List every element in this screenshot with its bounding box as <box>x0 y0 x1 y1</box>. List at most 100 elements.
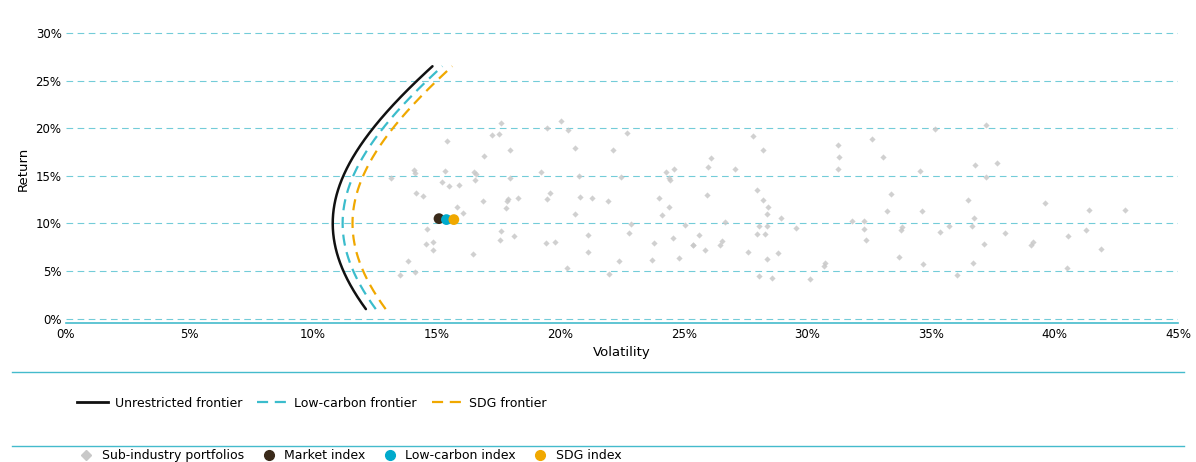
Point <box>423 238 443 246</box>
Point <box>464 168 483 176</box>
Point <box>444 216 463 223</box>
Point <box>501 147 520 154</box>
Point <box>579 232 598 239</box>
Point <box>771 214 791 222</box>
Point <box>657 168 676 176</box>
Point <box>617 130 636 137</box>
Point <box>438 138 457 145</box>
Point <box>939 222 958 230</box>
Point <box>557 264 576 272</box>
Point <box>566 145 585 152</box>
Point <box>753 146 773 153</box>
Point <box>697 192 716 199</box>
Point <box>854 225 873 232</box>
Point <box>757 223 776 230</box>
Point <box>698 163 718 170</box>
Point <box>843 218 862 225</box>
Point <box>474 197 493 204</box>
Point <box>862 136 881 143</box>
Point <box>1076 226 1096 233</box>
Point <box>665 166 684 173</box>
Point <box>464 251 483 258</box>
Point <box>877 208 896 215</box>
Point <box>977 174 996 181</box>
Point <box>432 178 451 186</box>
Point <box>816 259 835 267</box>
Point <box>881 190 901 197</box>
Point <box>689 231 708 238</box>
Point <box>490 130 509 137</box>
Point <box>492 120 511 127</box>
Point <box>964 259 983 267</box>
Point <box>670 255 689 262</box>
Point <box>1091 245 1110 253</box>
Point <box>417 225 437 233</box>
Point <box>958 196 977 204</box>
Point <box>748 186 767 194</box>
Point <box>551 117 570 125</box>
Point <box>483 132 502 139</box>
Point <box>642 256 661 264</box>
Point <box>768 249 787 256</box>
Point <box>713 237 732 245</box>
Point <box>676 221 695 229</box>
Point <box>414 192 433 200</box>
Point <box>453 209 472 217</box>
Point <box>466 170 486 178</box>
Point <box>537 124 556 132</box>
Point <box>814 262 834 270</box>
Point <box>398 257 417 265</box>
Point <box>404 166 423 173</box>
Point <box>545 238 565 245</box>
Point <box>890 253 909 261</box>
Point <box>684 241 703 248</box>
Point <box>659 203 678 211</box>
Point <box>975 240 994 247</box>
Point <box>622 220 641 228</box>
Point <box>417 240 437 248</box>
Point <box>1080 207 1099 214</box>
Point <box>429 215 448 222</box>
Point <box>405 170 425 177</box>
Point <box>947 271 966 278</box>
Point <box>496 205 515 212</box>
Point <box>653 211 672 218</box>
Point <box>611 173 630 180</box>
Point <box>995 229 1014 237</box>
Point <box>660 177 679 184</box>
Point <box>499 195 518 203</box>
Point <box>873 153 892 161</box>
Point <box>695 247 714 254</box>
Point <box>536 239 555 247</box>
Point <box>726 165 745 172</box>
Point <box>787 225 806 232</box>
Point <box>756 230 775 237</box>
Point <box>604 146 623 153</box>
Point <box>582 194 602 201</box>
Point <box>911 167 930 175</box>
Point <box>926 125 945 133</box>
Y-axis label: Return: Return <box>17 146 30 191</box>
Point <box>964 214 983 221</box>
Point <box>962 222 981 230</box>
Point <box>988 159 1007 166</box>
Point <box>664 235 683 242</box>
Point <box>892 223 911 231</box>
Point <box>382 174 401 182</box>
Point <box>390 272 409 279</box>
Point <box>758 203 777 210</box>
Point <box>570 193 590 200</box>
Point <box>1058 232 1078 239</box>
Point <box>579 249 598 256</box>
Point <box>649 194 669 201</box>
Point <box>447 204 466 211</box>
Point <box>569 172 588 180</box>
Point <box>659 174 678 182</box>
Point <box>559 126 578 134</box>
Point <box>749 273 768 280</box>
Point <box>800 276 819 283</box>
Point <box>855 217 874 225</box>
Point <box>500 175 519 182</box>
Point <box>407 189 426 197</box>
Point <box>620 230 639 237</box>
